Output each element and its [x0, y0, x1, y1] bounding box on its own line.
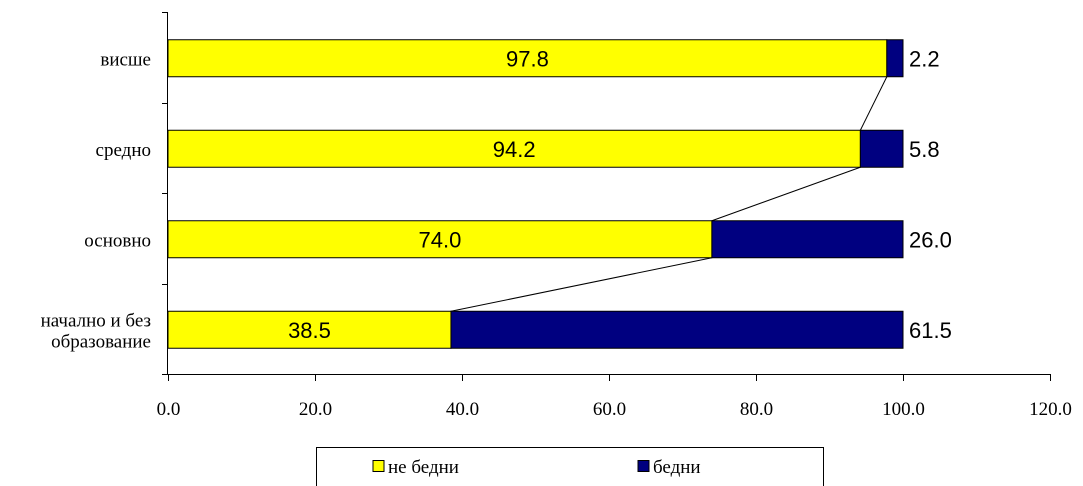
category-label: средно — [96, 140, 151, 161]
x-tick-label: 20.0 — [299, 399, 332, 420]
legend-swatch — [372, 460, 385, 472]
plot-area: 0.0 20.0 40.0 60.0 80.0 100.0 120.0 висше средно… — [41, 12, 1072, 420]
x-tick-label: 0.0 — [157, 399, 181, 420]
data-label-not-poor: 74.0 — [419, 227, 462, 252]
x-tick-label: 100.0 — [882, 399, 925, 420]
legend-swatch — [637, 460, 650, 472]
bar-segment-poor — [450, 310, 904, 349]
series-line — [711, 166, 861, 222]
data-label-poor: 61.5 — [909, 318, 952, 343]
legend-label: бедни — [653, 457, 701, 478]
category-label: висше — [100, 49, 151, 70]
data-label-poor: 26.0 — [909, 227, 952, 252]
x-tick-label: 60.0 — [593, 399, 626, 420]
x-tick-label: 40.0 — [446, 399, 479, 420]
legend: не бедни бедни — [316, 447, 824, 486]
bar-segment-poor — [711, 220, 904, 259]
x-tick-label: 80.0 — [740, 399, 773, 420]
series-line — [859, 76, 888, 131]
bar-segment-poor — [886, 39, 904, 78]
data-label-poor: 2.2 — [909, 46, 940, 71]
data-label-not-poor: 97.8 — [506, 46, 549, 71]
data-label-not-poor: 94.2 — [493, 137, 536, 162]
data-label-not-poor: 38.5 — [288, 318, 331, 343]
series-line — [450, 257, 713, 312]
data-label-poor: 5.8 — [909, 137, 940, 162]
bar-segment-not-poor — [167, 220, 713, 259]
legend-label: не бедни — [388, 457, 459, 478]
x-tick-label: 120.0 — [1029, 399, 1072, 420]
bar-segment-poor — [859, 129, 904, 168]
category-label: начално и без — [41, 310, 151, 331]
legend-box — [316, 447, 824, 486]
category-label: образование — [51, 331, 151, 352]
category-label: основно — [84, 230, 151, 251]
